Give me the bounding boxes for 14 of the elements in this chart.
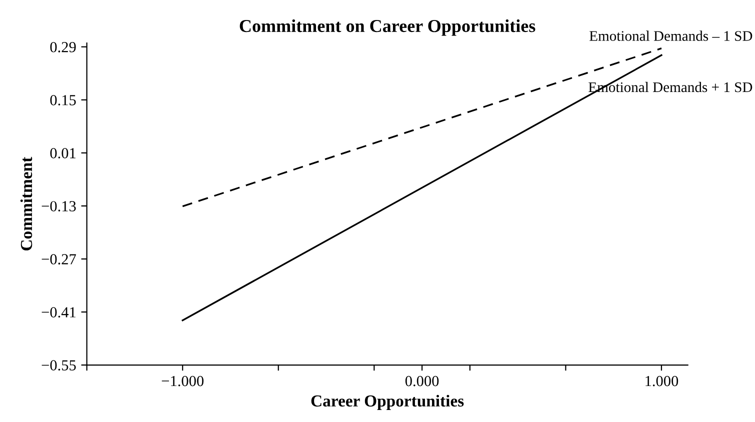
y-tick-label: −0.13 <box>42 201 76 212</box>
series-label: Emotional Demands – 1 SD <box>590 30 752 41</box>
y-tick-label: 0.01 <box>50 148 76 158</box>
x-tick-label: 1.000 <box>646 376 678 386</box>
y-tick-label: −0.55 <box>42 360 76 371</box>
x-axis-title: Career Opportunities <box>311 394 464 410</box>
x-tick-label: 0.000 <box>405 376 439 386</box>
x-tick-label: −1.000 <box>162 376 204 386</box>
y-axis-title: Commitment <box>20 156 32 250</box>
chart-title: Commitment on Career Opportunities <box>240 19 536 36</box>
y-tick-label: −0.27 <box>42 254 76 264</box>
y-tick-label: −0.41 <box>42 307 76 318</box>
y-tick-label: 0.15 <box>50 95 76 106</box>
y-tick-label: 0.29 <box>50 42 76 52</box>
